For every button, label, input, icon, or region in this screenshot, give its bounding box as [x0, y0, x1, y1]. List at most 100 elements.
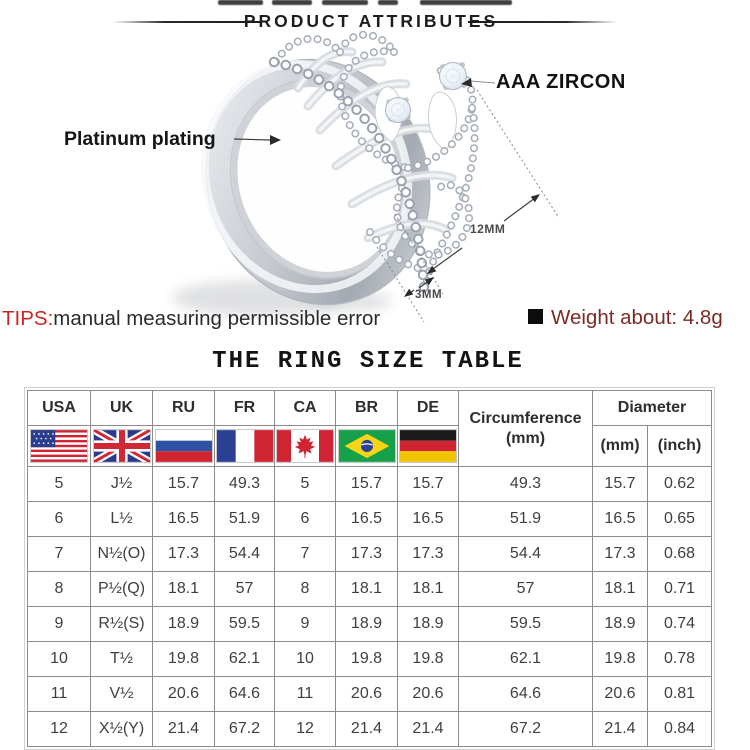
table-cell: 5: [27, 466, 91, 502]
table-cell: 18.9: [152, 606, 215, 642]
diameter-inch-header: (inch): [646, 425, 713, 467]
annotation-leader-plating: [233, 135, 281, 145]
table-cell: P½(Q): [90, 571, 153, 607]
table-cell: 9: [274, 606, 336, 642]
col-header-br: BR: [335, 390, 398, 426]
table-cell: 12: [274, 711, 336, 747]
table-cell: 59.5: [458, 606, 593, 642]
table-cell: 49.3: [214, 466, 275, 502]
table-cell: 57: [214, 571, 275, 607]
col-header-fr: FR: [214, 390, 275, 426]
table-cell: J½: [90, 466, 153, 502]
table-cell: 49.3: [458, 466, 593, 502]
table-cell: 0.71: [646, 571, 713, 607]
table-cell: 0.81: [646, 676, 713, 712]
table-row: 12 X½(Y) 21.4 67.2 12 21.4 21.4 67.2 21.4 0.84: [27, 711, 713, 747]
table-cell: 20.6: [592, 676, 648, 712]
table-cell: 8: [27, 571, 91, 607]
table-cell: L½: [90, 501, 153, 537]
table-cell: 51.9: [214, 501, 275, 537]
table-cell: 0.65: [646, 501, 713, 537]
table-cell: 18.9: [592, 606, 648, 642]
table-cell: 7: [27, 536, 91, 572]
table-cell: 59.5: [214, 606, 275, 642]
size-table-body: 5 J½ 15.7 49.3 5 15.7 15.7 49.3 15.7 0.62 6 L½ 16.5 5…: [27, 466, 713, 747]
flag-cell: [27, 425, 91, 467]
table-cell: 20.6: [397, 676, 459, 712]
table-cell: 11: [274, 676, 336, 712]
col-header-ru: RU: [152, 390, 215, 426]
table-cell: 64.6: [214, 676, 275, 712]
table-cell: 18.1: [335, 571, 398, 607]
tips-note: TIPS:manual measuring permissible error: [2, 307, 380, 331]
table-row: 8 P½(Q) 18.1 57 8 18.1 18.1 57 18.1 0.71: [27, 571, 713, 607]
flag-uk-icon: [92, 429, 151, 463]
table-cell: 10: [27, 641, 91, 677]
dimension-12mm-label: 12MM: [470, 222, 506, 236]
flag-cell: [90, 425, 153, 467]
table-cell: 19.8: [592, 641, 648, 677]
table-cell: 12: [27, 711, 91, 747]
col-header-uk: UK: [90, 390, 153, 426]
table-cell: 19.8: [152, 641, 215, 677]
table-cell: 21.4: [592, 711, 648, 747]
col-header-usa: USA: [27, 390, 91, 426]
table-cell: 54.4: [458, 536, 593, 572]
table-cell: 21.4: [397, 711, 459, 747]
zircon-stone-top: [439, 62, 467, 90]
table-cell: 18.1: [397, 571, 459, 607]
table-cell: 20.6: [152, 676, 215, 712]
table-cell: 16.5: [592, 501, 648, 537]
table-cell: 7: [274, 536, 336, 572]
flag-row: (mm) (inch): [27, 425, 713, 467]
table-row: 11 V½ 20.6 64.6 11 20.6 20.6 64.6 20.6 0.81: [27, 676, 713, 712]
table-cell: 17.3: [335, 536, 398, 572]
table-cell: 21.4: [152, 711, 215, 747]
annotation-leader-zircon: [461, 78, 496, 87]
table-cell: 64.6: [458, 676, 593, 712]
table-cell: 51.9: [458, 501, 593, 537]
tips-label: TIPS:: [2, 307, 54, 330]
flag-russia-icon: [154, 429, 213, 463]
crown-pave-beads: [274, 35, 475, 290]
table-cell: N½(O): [90, 536, 153, 572]
table-row: 10 T½ 19.8 62.1 10 19.8 19.8 62.1 19.8 0.78: [27, 641, 713, 677]
table-cell: 17.3: [397, 536, 459, 572]
header-divider-right: [468, 21, 618, 24]
weight-note: Weight about: 4.8g: [528, 306, 723, 330]
weight-text: Weight about: 4.8g: [551, 306, 723, 329]
table-cell: 0.68: [646, 536, 713, 572]
crown-heart-openings: [374, 86, 457, 151]
header-divider-left: [112, 21, 262, 24]
table-cell: 62.1: [214, 641, 275, 677]
table-cell: 15.7: [592, 466, 648, 502]
dimension-3mm-label: 3MM: [415, 289, 443, 301]
size-table: USA UK RU FR CA BR DE Circumference (mm)…: [24, 387, 716, 750]
table-cell: 0.62: [646, 466, 713, 502]
flag-cell: [335, 425, 398, 467]
table-cell: 6: [27, 501, 91, 537]
table-cell: 0.84: [646, 711, 713, 747]
col-header-ca: CA: [274, 390, 336, 426]
table-cell: 54.4: [214, 536, 275, 572]
section-title: PRODUCT ATTRIBUTES: [243, 11, 499, 31]
table-cell: 17.3: [592, 536, 648, 572]
table-cell: 19.8: [335, 641, 398, 677]
table-cell: 16.5: [152, 501, 215, 537]
table-cell: 67.2: [458, 711, 593, 747]
tips-text: manual measuring permissible error: [53, 307, 381, 330]
table-cell: R½(S): [90, 606, 153, 642]
zircon-stone-side: [385, 97, 411, 123]
table-cell: 5: [274, 466, 336, 502]
table-cell: 21.4: [335, 711, 398, 747]
crown-metal-strips: [293, 47, 457, 243]
flag-brazil-icon: [337, 429, 396, 463]
flag-canada-icon: [276, 429, 334, 463]
col-header-de: DE: [397, 390, 459, 426]
flag-germany-icon: [399, 429, 457, 463]
table-cell: 16.5: [397, 501, 459, 537]
table-row: 7 N½(O) 17.3 54.4 7 17.3 17.3 54.4 17.3 0.68: [27, 536, 713, 572]
black-square-bullet-icon: [528, 309, 543, 324]
table-cell: 10: [274, 641, 336, 677]
